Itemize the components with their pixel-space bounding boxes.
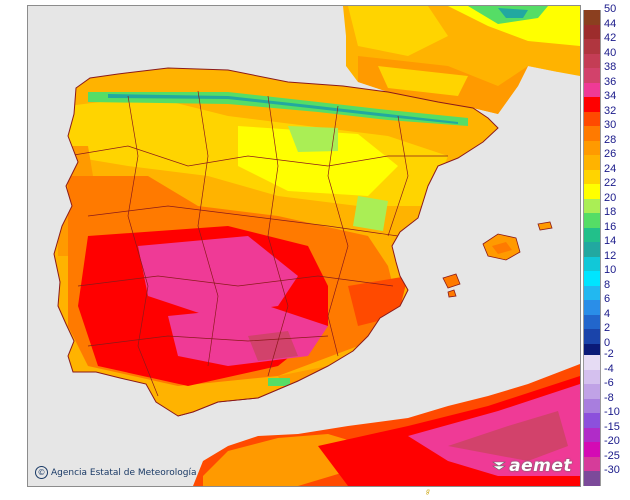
legend-label-negative-2: -6 — [604, 377, 614, 389]
bottom-glyph: ℊ — [425, 488, 432, 495]
legend-label-negative-0: -2 — [604, 348, 614, 360]
aemet-logo: aemet — [492, 456, 572, 476]
legend-swatch-negative-8 — [583, 471, 601, 486]
legend-label-negative-6: -20 — [604, 435, 620, 447]
legend-label-positive-19: 8 — [604, 278, 611, 291]
legend-swatch-positive-5 — [583, 82, 601, 97]
legend-swatch-positive-22 — [583, 329, 601, 344]
agency-name: Agencia Estatal de Meteorología — [51, 467, 197, 478]
temperature-map: © Agencia Estatal de Meteorología aemet — [27, 5, 581, 487]
legend-swatch-positive-7 — [583, 111, 601, 126]
legend-label-positive-8: 30 — [604, 119, 617, 131]
legend-label-negative-4: -10 — [604, 406, 620, 418]
legend-swatch-positive-15 — [583, 227, 601, 242]
legend-swatch-positive-9 — [583, 140, 601, 155]
legend-label-positive-4: 38 — [604, 61, 617, 73]
legend-label-positive-3: 40 — [604, 46, 617, 59]
legend-swatch-positive-10 — [583, 155, 601, 170]
legend-label-positive-7: 32 — [604, 104, 617, 117]
legend-swatch-positive-3 — [583, 53, 601, 68]
legend-swatch-positive-19 — [583, 285, 601, 300]
legend-label-positive-0: 50 — [604, 3, 617, 15]
legend-swatch-negative-3 — [583, 398, 601, 413]
legend-label-positive-20: 6 — [604, 293, 611, 305]
legend-swatch-positive-11 — [583, 169, 601, 184]
map-canvas — [28, 6, 580, 486]
legend-label-positive-15: 16 — [604, 220, 617, 233]
legend-label-positive-13: 20 — [604, 191, 617, 204]
legend-label-positive-5: 36 — [604, 75, 617, 88]
legend-label-positive-11: 24 — [604, 162, 617, 175]
legend-label-positive-2: 42 — [604, 32, 617, 44]
balearic-islands — [442, 221, 553, 298]
legend-swatch-positive-2 — [583, 39, 601, 54]
legend-label-positive-22: 2 — [604, 322, 611, 334]
legend-label-positive-18: 10 — [604, 264, 617, 276]
legend-label-positive-21: 4 — [604, 307, 611, 320]
legend-label-positive-17: 12 — [604, 249, 617, 262]
legend-label-negative-3: -8 — [604, 391, 614, 404]
legend-label-negative-5: -15 — [604, 420, 620, 433]
legend-label-positive-14: 18 — [604, 206, 617, 218]
legend-swatch-positive-13 — [583, 198, 601, 213]
legend-label-positive-16: 14 — [604, 235, 617, 247]
agency-credit: © Agencia Estatal de Meteorología — [35, 466, 197, 479]
legend-label-positive-12: 22 — [604, 177, 617, 189]
legend-swatch-positive-1 — [583, 24, 601, 39]
legend-swatch-negative-6 — [583, 442, 601, 457]
strait-coastline — [177, 380, 299, 417]
legend-swatch-positive-0 — [583, 10, 601, 25]
legend-label-negative-1: -4 — [604, 362, 614, 375]
legend-swatch-positive-23 — [583, 343, 601, 358]
copyright-icon: © — [35, 466, 48, 479]
legend-label-negative-8: -30 — [604, 464, 620, 476]
iberia-coastline — [53, 67, 499, 417]
legend-swatch-negative-7 — [583, 456, 601, 471]
legend-swatch-positive-16 — [583, 242, 601, 257]
legend-swatch-positive-14 — [583, 213, 601, 228]
legend-label-positive-23: 0 — [604, 336, 611, 349]
temperature-legend: 50 44 42 40 38 36 34 32 30 28 26 24 22 20 18 16 14 12 10 8 6… — [583, 4, 629, 486]
legend-swatch-positive-8 — [583, 126, 601, 141]
legend-label-positive-6: 34 — [604, 90, 617, 102]
legend-label-negative-7: -25 — [604, 449, 620, 462]
legend-swatch-positive-4 — [583, 68, 601, 83]
legend-swatch-positive-12 — [583, 184, 601, 199]
legend-swatch-positive-21 — [583, 314, 601, 329]
aemet-logo-text: aemet — [509, 456, 572, 476]
legend-label-positive-1: 44 — [604, 17, 617, 30]
legend-swatch-positive-6 — [583, 97, 601, 112]
legend-swatch-negative-4 — [583, 413, 601, 428]
legend-swatch-positive-20 — [583, 300, 601, 315]
legend-swatch-positive-17 — [583, 256, 601, 271]
legend-label-positive-10: 26 — [604, 148, 617, 160]
legend-swatch-negative-5 — [583, 427, 601, 442]
legend-swatch-negative-2 — [583, 384, 601, 399]
legend-label-positive-9: 28 — [604, 133, 617, 146]
aemet-logo-icon — [492, 461, 507, 471]
legend-swatch-negative-0 — [583, 355, 601, 370]
legend-swatch-negative-1 — [583, 369, 601, 384]
legend-swatch-positive-18 — [583, 271, 601, 286]
